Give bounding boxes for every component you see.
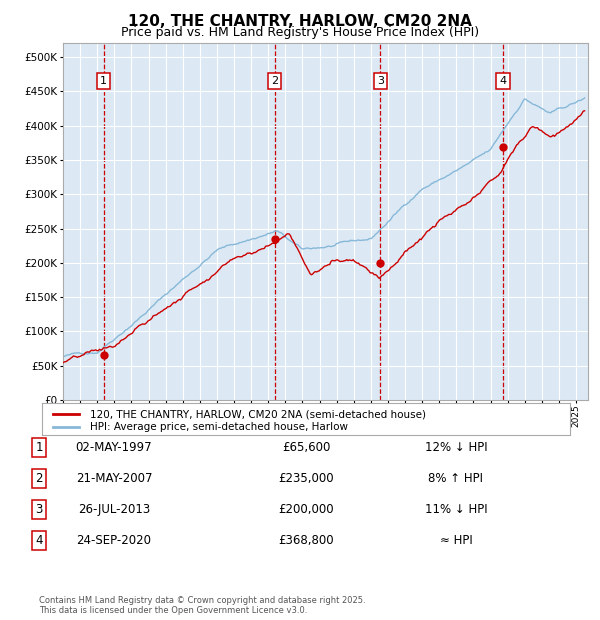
Text: Contains HM Land Registry data © Crown copyright and database right 2025.
This d: Contains HM Land Registry data © Crown c…	[39, 596, 365, 615]
Text: ≈ HPI: ≈ HPI	[440, 534, 472, 547]
Text: 12% ↓ HPI: 12% ↓ HPI	[425, 441, 487, 454]
Text: 120, THE CHANTRY, HARLOW, CM20 2NA (semi-detached house): 120, THE CHANTRY, HARLOW, CM20 2NA (semi…	[89, 409, 425, 419]
Text: £200,000: £200,000	[278, 503, 334, 516]
Text: 11% ↓ HPI: 11% ↓ HPI	[425, 503, 487, 516]
Text: £65,600: £65,600	[282, 441, 330, 454]
Text: 8% ↑ HPI: 8% ↑ HPI	[428, 472, 484, 485]
Text: 26-JUL-2013: 26-JUL-2013	[78, 503, 150, 516]
Text: 02-MAY-1997: 02-MAY-1997	[76, 441, 152, 454]
Text: £368,800: £368,800	[278, 534, 334, 547]
Text: 21-MAY-2007: 21-MAY-2007	[76, 472, 152, 485]
Text: 2: 2	[271, 76, 278, 86]
Text: £235,000: £235,000	[278, 472, 334, 485]
Text: 120, THE CHANTRY, HARLOW, CM20 2NA: 120, THE CHANTRY, HARLOW, CM20 2NA	[128, 14, 472, 29]
Text: 1: 1	[35, 441, 43, 454]
Text: 4: 4	[35, 534, 43, 547]
Text: 3: 3	[35, 503, 43, 516]
Text: Price paid vs. HM Land Registry's House Price Index (HPI): Price paid vs. HM Land Registry's House …	[121, 26, 479, 39]
Text: 3: 3	[377, 76, 384, 86]
Text: 2: 2	[35, 472, 43, 485]
Text: 1: 1	[100, 76, 107, 86]
Text: 24-SEP-2020: 24-SEP-2020	[77, 534, 151, 547]
Text: HPI: Average price, semi-detached house, Harlow: HPI: Average price, semi-detached house,…	[89, 422, 347, 432]
Text: 4: 4	[499, 76, 506, 86]
